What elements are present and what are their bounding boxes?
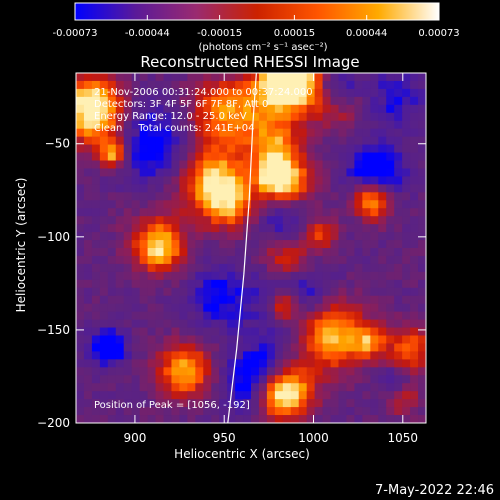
y-axis-label: Heliocentric Y (arcsec) (14, 178, 28, 313)
y-tick-label: −100 (37, 230, 70, 244)
colorbar-gradient (74, 2, 440, 21)
annotation-counts: Clean Total counts: 2.41E+04 (94, 123, 254, 134)
colorbar-tick-label: -0.00073 (53, 28, 98, 39)
annotation-detectors: Detectors: 3F 4F 5F 6F 7F 8F, Att 0 (94, 99, 268, 110)
colorbar-tick-label: -0.00044 (125, 28, 170, 39)
y-tick-label: −200 (37, 416, 70, 430)
annotation-peak: Position of Peak = [1056, -192] (94, 400, 250, 411)
x-tick-label: 1000 (298, 431, 329, 445)
annotation-energy: Energy Range: 12.0 - 25.0 keV (94, 111, 247, 122)
x-tick-label: 1050 (388, 431, 419, 445)
plot-frame (75, 72, 427, 424)
solar-limb-line (227, 72, 257, 424)
plot-area: 900 950 1000 1050 −50 −100 −150 −200 (37, 72, 427, 445)
y-tick-label: −150 (37, 323, 70, 337)
colorbar-tick-label: 0.00015 (274, 28, 315, 39)
heatmap-pixels (76, 73, 427, 424)
colorbar-tick-label: 0.00044 (346, 28, 387, 39)
x-tick-label: 900 (123, 431, 146, 445)
colorbar-units-label: (photons cm⁻² s⁻¹ asec⁻²) (198, 42, 327, 53)
colorbar-tick-label: -0.00015 (197, 28, 242, 39)
chart-title: Reconstructed RHESSI Image (140, 53, 359, 71)
x-axis-label: Heliocentric X (arcsec) (174, 447, 310, 461)
footer-date: 7-May-2022 22:46 (375, 483, 494, 498)
colorbar: -0.00073 -0.00044 -0.00015 0.00015 0.00044 0.… (53, 2, 460, 39)
x-tick-label: 950 (213, 431, 236, 445)
colorbar-tick-label: 0.00073 (418, 28, 459, 39)
annotation-time: 21-Nov-2006 00:31:24.000 to 00:37:24.000 (94, 87, 313, 98)
y-tick-label: −50 (45, 137, 70, 151)
